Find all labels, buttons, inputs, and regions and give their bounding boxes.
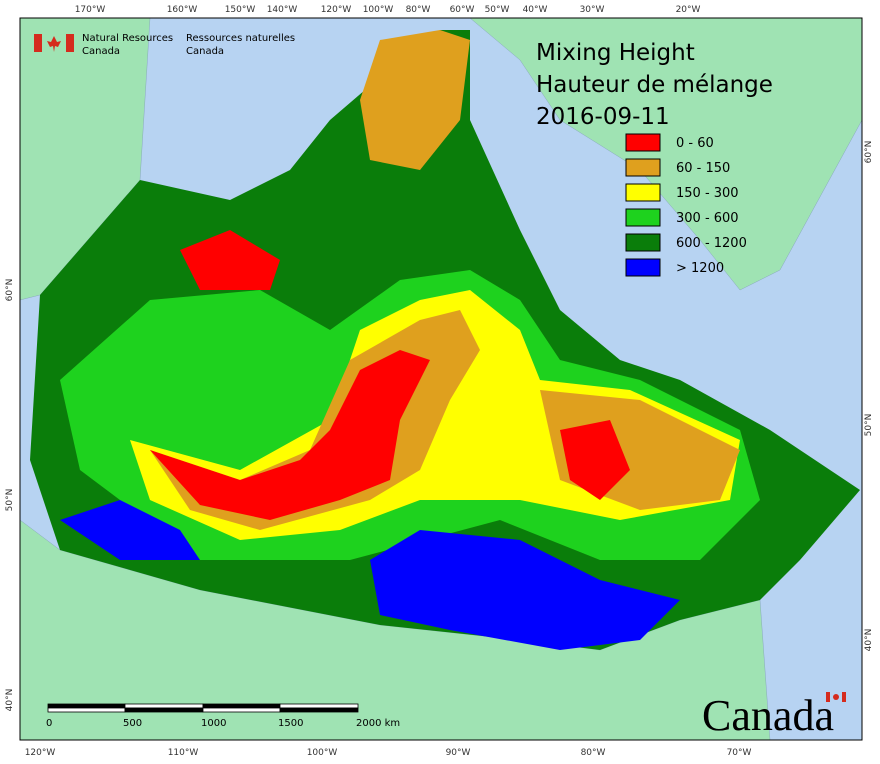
scale-segment bbox=[124, 703, 204, 709]
scale-label: 2000 km bbox=[356, 718, 400, 729]
scale-segment bbox=[124, 707, 204, 713]
legend-label: 600 - 1200 bbox=[676, 236, 747, 251]
title-line: Mixing Height bbox=[536, 40, 695, 66]
zone-red-east bbox=[560, 420, 630, 500]
legend: 0 - 60 60 - 150 150 - 300 300 - 600 600 - 12… bbox=[625, 133, 747, 277]
legend-swatch bbox=[625, 183, 661, 202]
graticule-label: 140°W bbox=[267, 5, 298, 15]
agency: Natural Resources Canada Ressources natu… bbox=[34, 33, 295, 57]
graticule-label: 120°W bbox=[25, 748, 56, 758]
scale-label: 0 bbox=[46, 718, 52, 729]
scale-segment bbox=[279, 703, 359, 709]
graticule-label: 50°W bbox=[485, 5, 510, 15]
graticule-label: 60°N bbox=[864, 141, 874, 164]
agency-fr: Ressources naturelles bbox=[186, 33, 295, 44]
scale-segment bbox=[202, 707, 281, 713]
scale-segment bbox=[47, 707, 126, 713]
graticule-label: 110°W bbox=[168, 748, 199, 758]
legend-label: > 1200 bbox=[676, 261, 724, 276]
legend-swatch bbox=[625, 208, 661, 227]
scale-label: 500 bbox=[123, 718, 142, 729]
wordmark-flag bbox=[826, 692, 846, 702]
scale-segment bbox=[279, 707, 359, 713]
agency-en: Natural Resources bbox=[82, 33, 173, 44]
flag-bar bbox=[842, 692, 846, 702]
map-frame bbox=[19, 17, 863, 741]
graticule-label: 60°W bbox=[450, 5, 475, 15]
title-line: 2016-09-11 bbox=[536, 104, 670, 130]
graticule-label: 90°W bbox=[446, 748, 471, 758]
flag-bar bbox=[34, 34, 42, 52]
title-line: Hauteur de mélange bbox=[536, 72, 773, 98]
graticule-label: 40°N bbox=[864, 629, 874, 652]
graticule-label: 100°W bbox=[363, 5, 394, 15]
map-body bbox=[19, 17, 863, 741]
graticule-label: 160°W bbox=[167, 5, 198, 15]
scale-bar: 0 500 1000 1500 2000 km bbox=[46, 703, 400, 729]
scale-label: 1000 bbox=[201, 718, 226, 729]
graticule-label: 80°W bbox=[406, 5, 431, 15]
legend-label: 60 - 150 bbox=[676, 161, 730, 176]
graticule-label: 30°W bbox=[580, 5, 605, 15]
legend-label: 150 - 300 bbox=[676, 186, 739, 201]
graticule-labels: 170°W 160°W 150°W 140°W 120°W 100°W 80°W 60°W 50… bbox=[5, 5, 874, 758]
flag-bar bbox=[826, 692, 830, 702]
graticule-label: 70°W bbox=[727, 748, 752, 758]
scale-segment bbox=[47, 703, 126, 709]
scale-segment bbox=[202, 703, 281, 709]
legend-swatch bbox=[625, 233, 661, 252]
legend-label: 0 - 60 bbox=[676, 136, 714, 151]
flag-leaf bbox=[47, 36, 61, 52]
graticule-label: 50°N bbox=[5, 489, 15, 512]
graticule-label: 20°W bbox=[676, 5, 701, 15]
zone-red bbox=[150, 350, 430, 520]
graticule-label: 120°W bbox=[321, 5, 352, 15]
graticule-label: 60°N bbox=[5, 279, 15, 302]
zone-red-north bbox=[180, 230, 280, 290]
agency-en: Canada bbox=[82, 46, 120, 57]
legend-swatch bbox=[625, 258, 661, 277]
zone-blue bbox=[60, 500, 680, 650]
wordmark: Canada bbox=[702, 691, 834, 740]
legend-swatch bbox=[625, 158, 661, 177]
graticule-label: 150°W bbox=[225, 5, 256, 15]
title: Mixing Height Hauteur de mélange 2016-09-1… bbox=[536, 40, 773, 130]
graticule-label: 100°W bbox=[307, 748, 338, 758]
agency-fr: Canada bbox=[186, 46, 224, 57]
graticule-label: 170°W bbox=[75, 5, 106, 15]
legend-label: 300 - 600 bbox=[676, 211, 739, 226]
zone-arctic bbox=[360, 30, 470, 170]
flag-bar bbox=[66, 34, 74, 52]
legend-swatch bbox=[625, 133, 661, 152]
scale-label: 1500 bbox=[278, 718, 303, 729]
graticule-label: 40°N bbox=[5, 689, 15, 712]
graticule-label: 80°W bbox=[581, 748, 606, 758]
graticule-label: 40°W bbox=[523, 5, 548, 15]
graticule-label: 50°N bbox=[864, 414, 874, 437]
flag-leaf bbox=[833, 694, 839, 700]
